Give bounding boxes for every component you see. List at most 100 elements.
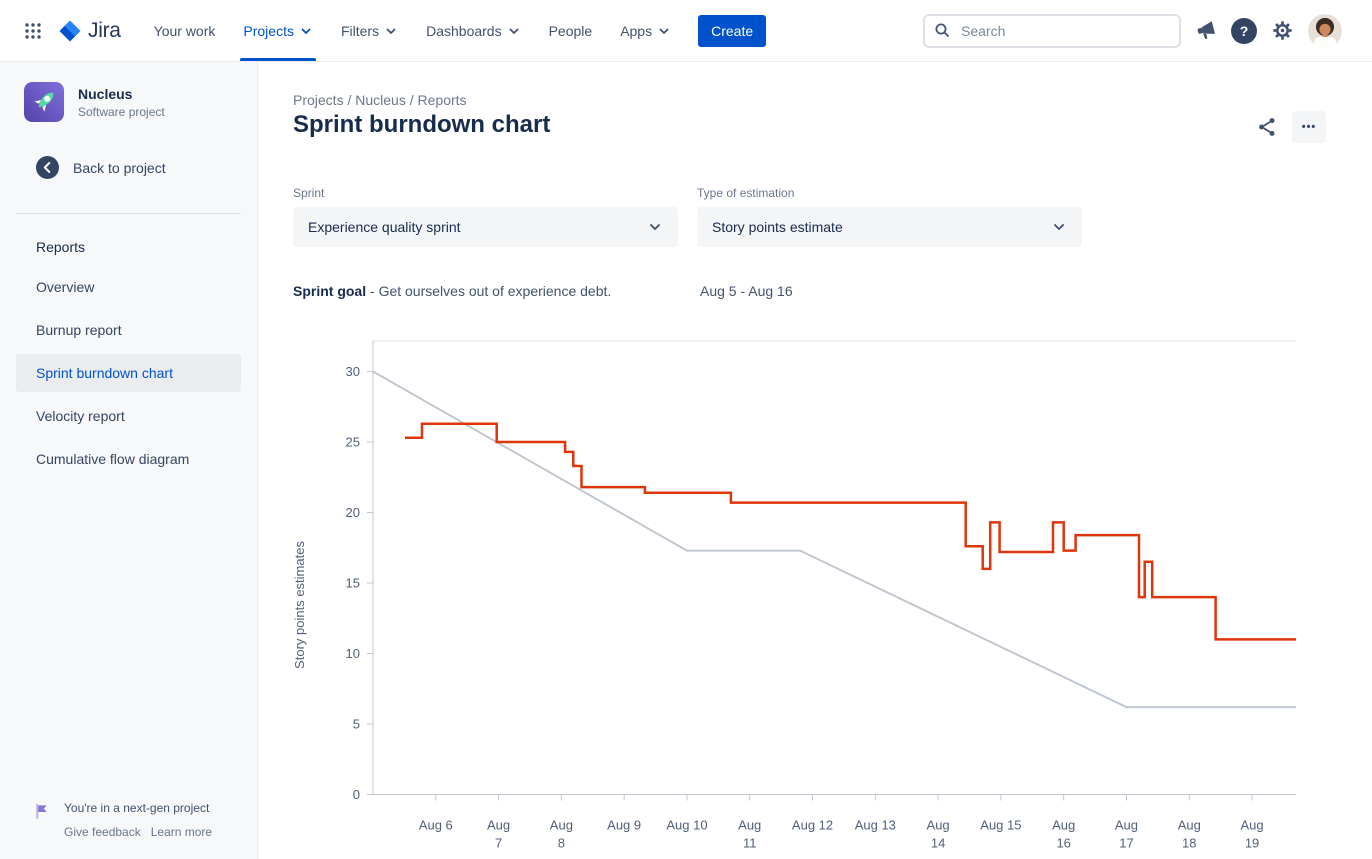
nav-item-apps[interactable]: Apps (611, 0, 680, 61)
sidebar-divider (16, 213, 241, 214)
sprint-filter: Sprint Experience quality sprint (293, 186, 678, 247)
nav-item-label: Your work (153, 22, 216, 39)
title-actions: ••• (1257, 111, 1326, 143)
y-axis-label: Story points estimates (292, 541, 307, 669)
create-button[interactable]: Create (698, 14, 767, 47)
help-glyph: ? (1239, 22, 1249, 39)
nav-item-projects[interactable]: Projects (234, 0, 322, 61)
sidebar-item-sprint-burndown-chart[interactable]: Sprint burndown chart (16, 354, 241, 392)
search-input[interactable] (923, 13, 1181, 48)
nav-item-label: Apps (620, 22, 653, 39)
sprint-select[interactable]: Experience quality sprint (293, 207, 678, 247)
burndown-chart: 0 5 10 15 20 25 30 Aug 6 Aug 7 Aug 8 Aug 9 Aug 10 Aug 1… (292, 340, 1296, 851)
jira-logo-text: Jira (88, 18, 121, 42)
chevron-down-icon (647, 219, 663, 235)
series-remaining-work (405, 422, 1296, 641)
jira-logo[interactable]: Jira (58, 19, 121, 43)
sprint-date-range: Aug 5 - Aug 16 (700, 283, 793, 299)
x-tick-label: Aug 14 (927, 818, 950, 851)
search-icon (934, 22, 950, 43)
estimation-select-value: Story points estimate (712, 219, 843, 235)
x-tick-label: Aug 17 (1115, 818, 1138, 851)
nav-item-label: Filters (340, 22, 380, 39)
sidebar-item-burnup-report[interactable]: Burnup report (36, 322, 122, 338)
chevron-down-icon (659, 28, 669, 34)
more-actions-button[interactable]: ••• (1292, 111, 1326, 143)
x-tick-label: Aug 11 (738, 818, 761, 851)
sidebar-section-reports: Reports (36, 239, 86, 255)
notifications-megaphone-icon[interactable] (1194, 19, 1218, 43)
estimation-select[interactable]: Story points estimate (697, 207, 1082, 247)
app-switcher-icon[interactable] (24, 22, 42, 40)
chevron-down-icon (1051, 219, 1067, 235)
page-title: Sprint burndown chart (293, 111, 551, 138)
back-label: Back to project (73, 159, 166, 176)
user-avatar[interactable] (1308, 13, 1342, 48)
next-gen-message: You're in a next-gen project (64, 801, 210, 815)
footer-link-give-feedback[interactable]: Give feedback (64, 825, 141, 839)
sidebar-item-cumulative-flow-diagram[interactable]: Cumulative flow diagram (36, 451, 190, 467)
breadcrumb-separator: / (343, 92, 356, 108)
project-sidebar: Nucleus Software project Back to project… (0, 62, 258, 859)
x-tick-label: Aug 18 (1178, 818, 1201, 851)
breadcrumb-link-reports[interactable]: Reports (417, 92, 467, 108)
nav-item-people[interactable]: People (540, 0, 602, 61)
project-header: Nucleus Software project (24, 82, 165, 122)
y-tick-label: 15 (346, 576, 360, 591)
footer-link-learn-more[interactable]: Learn more (150, 825, 213, 839)
sprint-filter-label: Sprint (293, 186, 325, 200)
y-tick-label: 25 (346, 435, 360, 450)
x-tick-label: Aug 10 (666, 818, 707, 833)
breadcrumb-separator: / (405, 92, 418, 108)
nav-item-dashboards[interactable]: Dashboards (417, 0, 530, 61)
nav-item-label: People (548, 22, 593, 39)
top-navbar: Jira Your work Projects Filters Dashboards P… (0, 0, 1372, 62)
estimation-filter: Type of estimation Story points estimate (697, 186, 1082, 247)
x-tick-label: Aug 15 (980, 818, 1021, 833)
footer-links: Give feedback Learn more (64, 825, 212, 839)
y-tick-label: 0 (353, 787, 360, 802)
help-icon[interactable]: ? (1231, 17, 1257, 44)
sidebar-item-overview[interactable]: Overview (36, 279, 95, 295)
y-tick-label: 20 (346, 505, 360, 520)
series-guideline (372, 370, 1296, 709)
chevron-down-icon (386, 28, 396, 34)
primary-nav: Your work Projects Filters Dashboards People… (145, 0, 680, 61)
x-tick-label: Aug 19 (1240, 818, 1263, 851)
sprint-goal-label: Sprint goal (293, 283, 367, 299)
chevron-down-icon (509, 28, 518, 34)
sidebar-item-velocity-report[interactable]: Velocity report (36, 408, 125, 424)
sprint-select-value: Experience quality sprint (308, 219, 461, 235)
breadcrumb-link-projects[interactable]: Projects (293, 92, 344, 108)
sidebar-footer: You're in a next-gen project Give feedba… (33, 801, 212, 839)
x-tick-label: Aug 16 (1052, 818, 1075, 851)
chevron-down-icon (301, 28, 311, 34)
back-arrow-icon (36, 156, 59, 179)
back-to-project-button[interactable]: Back to project (36, 156, 166, 179)
estimation-filter-label: Type of estimation (697, 186, 795, 200)
breadcrumb-link-nucleus[interactable]: Nucleus (355, 92, 406, 108)
x-tick-label: Aug 7 (487, 818, 510, 851)
nav-item-label: Projects (243, 22, 294, 39)
breadcrumb: Projects / Nucleus / Reports (293, 92, 467, 108)
y-tick-label: 5 (353, 717, 360, 732)
nav-item-filters[interactable]: Filters (332, 0, 407, 61)
share-button[interactable] (1257, 117, 1277, 137)
next-gen-flag-icon (33, 803, 50, 820)
reports-nav: Overview Burnup report Sprint burndown cha… (16, 268, 241, 483)
jira-logo-icon (58, 19, 82, 43)
y-tick-label: 10 (346, 646, 360, 661)
settings-gear-icon[interactable] (1270, 18, 1295, 43)
y-tick-label: 30 (346, 364, 360, 379)
nav-item-your-work[interactable]: Your work (145, 0, 225, 61)
x-tick-label: Aug 9 (607, 818, 641, 833)
sprint-goal-text: - Get ourselves out of experience debt. (370, 283, 612, 299)
x-tick-label: Aug 12 (792, 818, 833, 833)
search-box (923, 13, 1181, 48)
sprint-goal: Sprint goal - Get ourselves out of exper… (293, 283, 611, 299)
x-tick-label: Aug 6 (419, 818, 453, 833)
x-tick-label: Aug 8 (550, 818, 573, 851)
nav-item-label: Dashboards (426, 22, 502, 39)
project-type: Software project (78, 104, 165, 119)
x-tick-label: Aug 13 (855, 818, 896, 833)
